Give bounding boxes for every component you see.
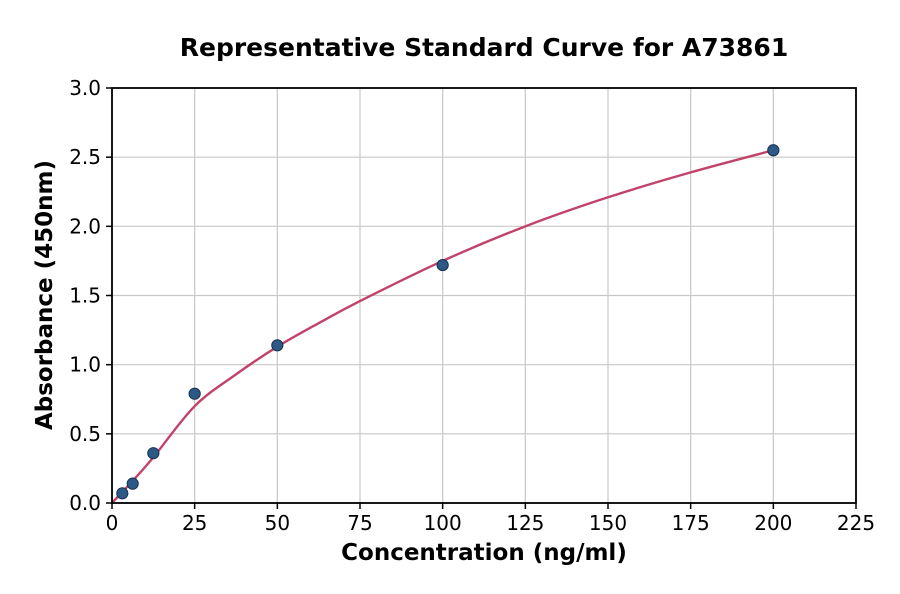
x-tick-label: 225 [837, 511, 875, 535]
data-point [147, 447, 160, 460]
data-point [767, 144, 780, 157]
y-tick-label: 2.5 [69, 145, 101, 169]
x-tick-label: 100 [424, 511, 462, 535]
x-tick-label: 75 [347, 511, 372, 535]
y-axis-label: Absorbance (450nm) [32, 159, 58, 431]
data-point [188, 387, 201, 400]
data-point [126, 477, 139, 490]
x-tick-label: 25 [182, 511, 207, 535]
x-tick-label: 200 [754, 511, 792, 535]
y-tick-label: 2.0 [69, 214, 101, 238]
x-tick-label: 175 [672, 511, 710, 535]
y-tick-label: 1.0 [69, 353, 101, 377]
chart-title: Representative Standard Curve for A73861 [179, 33, 789, 62]
x-tick-label: 125 [506, 511, 544, 535]
fit-curve-line [110, 149, 775, 505]
x-tick-label: 0 [106, 511, 119, 535]
y-tick-label: 1.5 [69, 284, 101, 308]
data-point [116, 487, 129, 500]
x-axis-label: Concentration (ng/ml) [341, 540, 627, 566]
x-tick-label: 50 [265, 511, 290, 535]
x-tick-label: 150 [589, 511, 627, 535]
y-tick-label: 0.5 [69, 422, 101, 446]
y-tick-label: 0.0 [69, 491, 101, 515]
y-tick-label: 3.0 [69, 76, 101, 100]
data-point [271, 339, 284, 352]
data-point [436, 258, 449, 272]
